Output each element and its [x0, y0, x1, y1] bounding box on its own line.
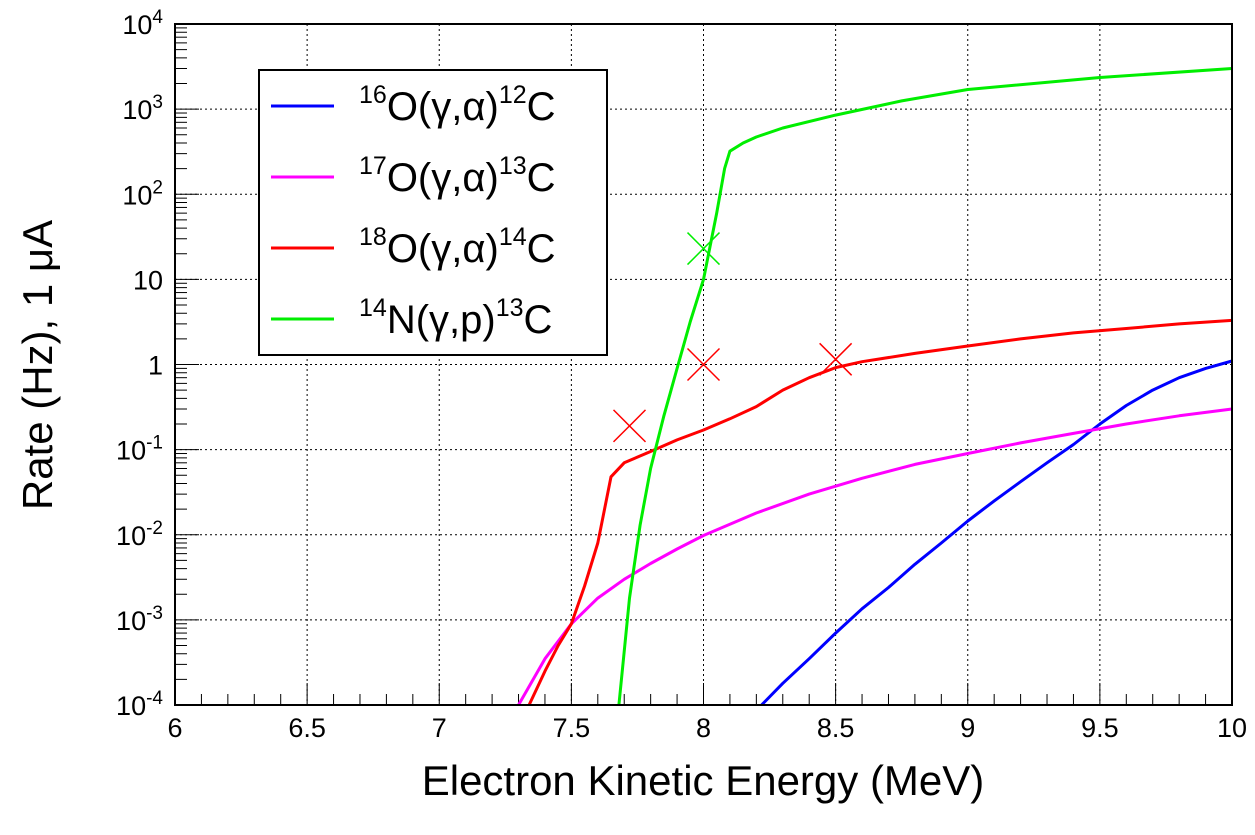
- y-tick-labels: 10-4 10-3 10-2 10-1 1 10 102 103 104: [116, 7, 163, 721]
- series-line-2: [517, 407, 1233, 706]
- y-tick-label: 102: [122, 177, 163, 210]
- y-tick-label: 10-3: [116, 603, 163, 636]
- y-axis-title: Rate (Hz), 1 μA: [14, 220, 61, 510]
- x-tick-label: 8: [696, 713, 711, 743]
- x-tick-label: 10: [1217, 713, 1247, 743]
- y-tick-label: 10-4: [116, 688, 163, 721]
- y-tick-label: 10-2: [116, 518, 163, 551]
- x-tick-label: 9: [960, 713, 975, 743]
- y-tick-label: 104: [122, 7, 163, 40]
- cross-marker: [612, 409, 647, 443]
- legend-label: 16O(γ,α)12C: [359, 81, 556, 129]
- legend-box: [258, 69, 608, 356]
- marker-layer: [612, 232, 853, 443]
- x-tick-labels: 6 6.5 7 7.5 8 8.5 9 9.5 10: [167, 713, 1247, 743]
- minor-ticks: [174, 23, 1233, 706]
- y-tick-label: 103: [122, 92, 163, 125]
- legend: 16O(γ,α)12C 17O(γ,α)13C 18O(γ,α)14C 14N(γ,p…: [258, 69, 608, 356]
- x-tick-label: 9.5: [1081, 713, 1119, 743]
- series-line-3: [527, 318, 1233, 706]
- cross-marker: [686, 347, 721, 382]
- legend-label: 18O(γ,α)14C: [359, 223, 556, 271]
- y-tick-label: 10-1: [116, 433, 163, 466]
- x-tick-label: 8.5: [817, 713, 855, 743]
- legend-label: 17O(γ,α)13C: [359, 152, 556, 200]
- y-tick-label: 1: [148, 351, 163, 381]
- x-tick-label: 7.5: [553, 713, 591, 743]
- legend-entry: 16O(γ,α)12C: [271, 81, 556, 129]
- legend-entry: 18O(γ,α)14C: [271, 223, 556, 271]
- series-line-4: [617, 67, 1233, 706]
- series-line-1: [760, 359, 1233, 707]
- plot-frame: [174, 23, 1233, 706]
- y-tick-label: 10: [133, 265, 163, 295]
- series-layer: [517, 67, 1233, 707]
- legend-entry: 14N(γ,p)13C: [271, 294, 552, 342]
- cross-marker: [686, 232, 721, 266]
- legend-entry: 17O(γ,α)13C: [271, 152, 556, 200]
- x-tick-label: 6: [167, 713, 182, 743]
- legend-label: 14N(γ,p)13C: [359, 294, 552, 342]
- cross-marker: [819, 342, 853, 376]
- x-axis-title: Electron Kinetic Energy (MeV): [422, 757, 985, 804]
- x-tick-label: 7: [432, 713, 447, 743]
- x-tick-label: 6.5: [288, 713, 326, 743]
